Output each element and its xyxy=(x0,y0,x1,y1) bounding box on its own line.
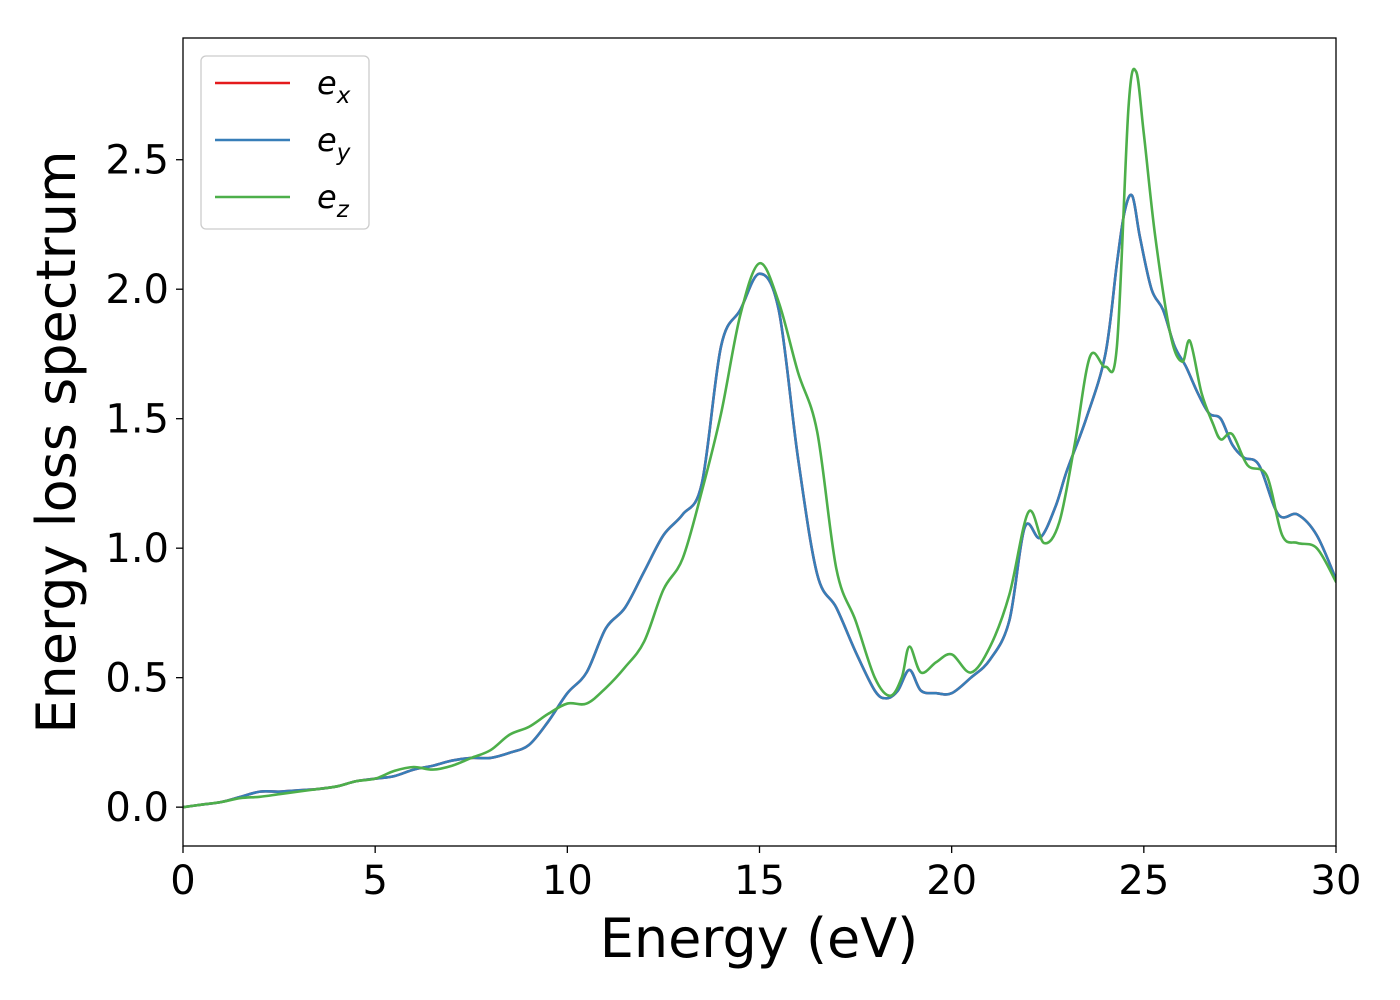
y-tick-label: 0.5 xyxy=(105,656,169,702)
x-tick-label: 5 xyxy=(362,858,387,904)
legend-label-x: ex xyxy=(317,64,351,109)
legend: ex ey ez xyxy=(200,55,370,230)
legend-label-y: ey xyxy=(317,121,351,166)
x-tick-label: 10 xyxy=(542,858,593,904)
x-axis-title: Energy (eV) xyxy=(600,907,919,970)
x-tick-label: 15 xyxy=(734,858,785,904)
series-line-z xyxy=(183,67,1336,809)
x-tick-label: 30 xyxy=(1311,858,1362,904)
x-tick-label: 0 xyxy=(170,858,195,904)
y-tick-label: 2.5 xyxy=(105,138,169,184)
legend-frame xyxy=(200,55,370,230)
x-tick-label: 25 xyxy=(1118,858,1169,904)
x-tick-label: 20 xyxy=(926,858,977,904)
series-layer xyxy=(183,67,1336,809)
legend-label-z: ez xyxy=(317,178,350,223)
y-tick-label: 2.0 xyxy=(105,267,169,313)
y-tick-label: 1.5 xyxy=(105,397,169,443)
ticks-layer: 0 5 10 15 20 25 30 0.0 0.5 1.0 1.5 2.0 2.5 xyxy=(105,138,1361,904)
y-tick-label: 1.0 xyxy=(105,526,169,572)
series-line-y xyxy=(183,193,1336,809)
y-tick-label: 0.0 xyxy=(105,785,169,831)
y-axis-title: Energy loss spectrum xyxy=(25,150,88,733)
